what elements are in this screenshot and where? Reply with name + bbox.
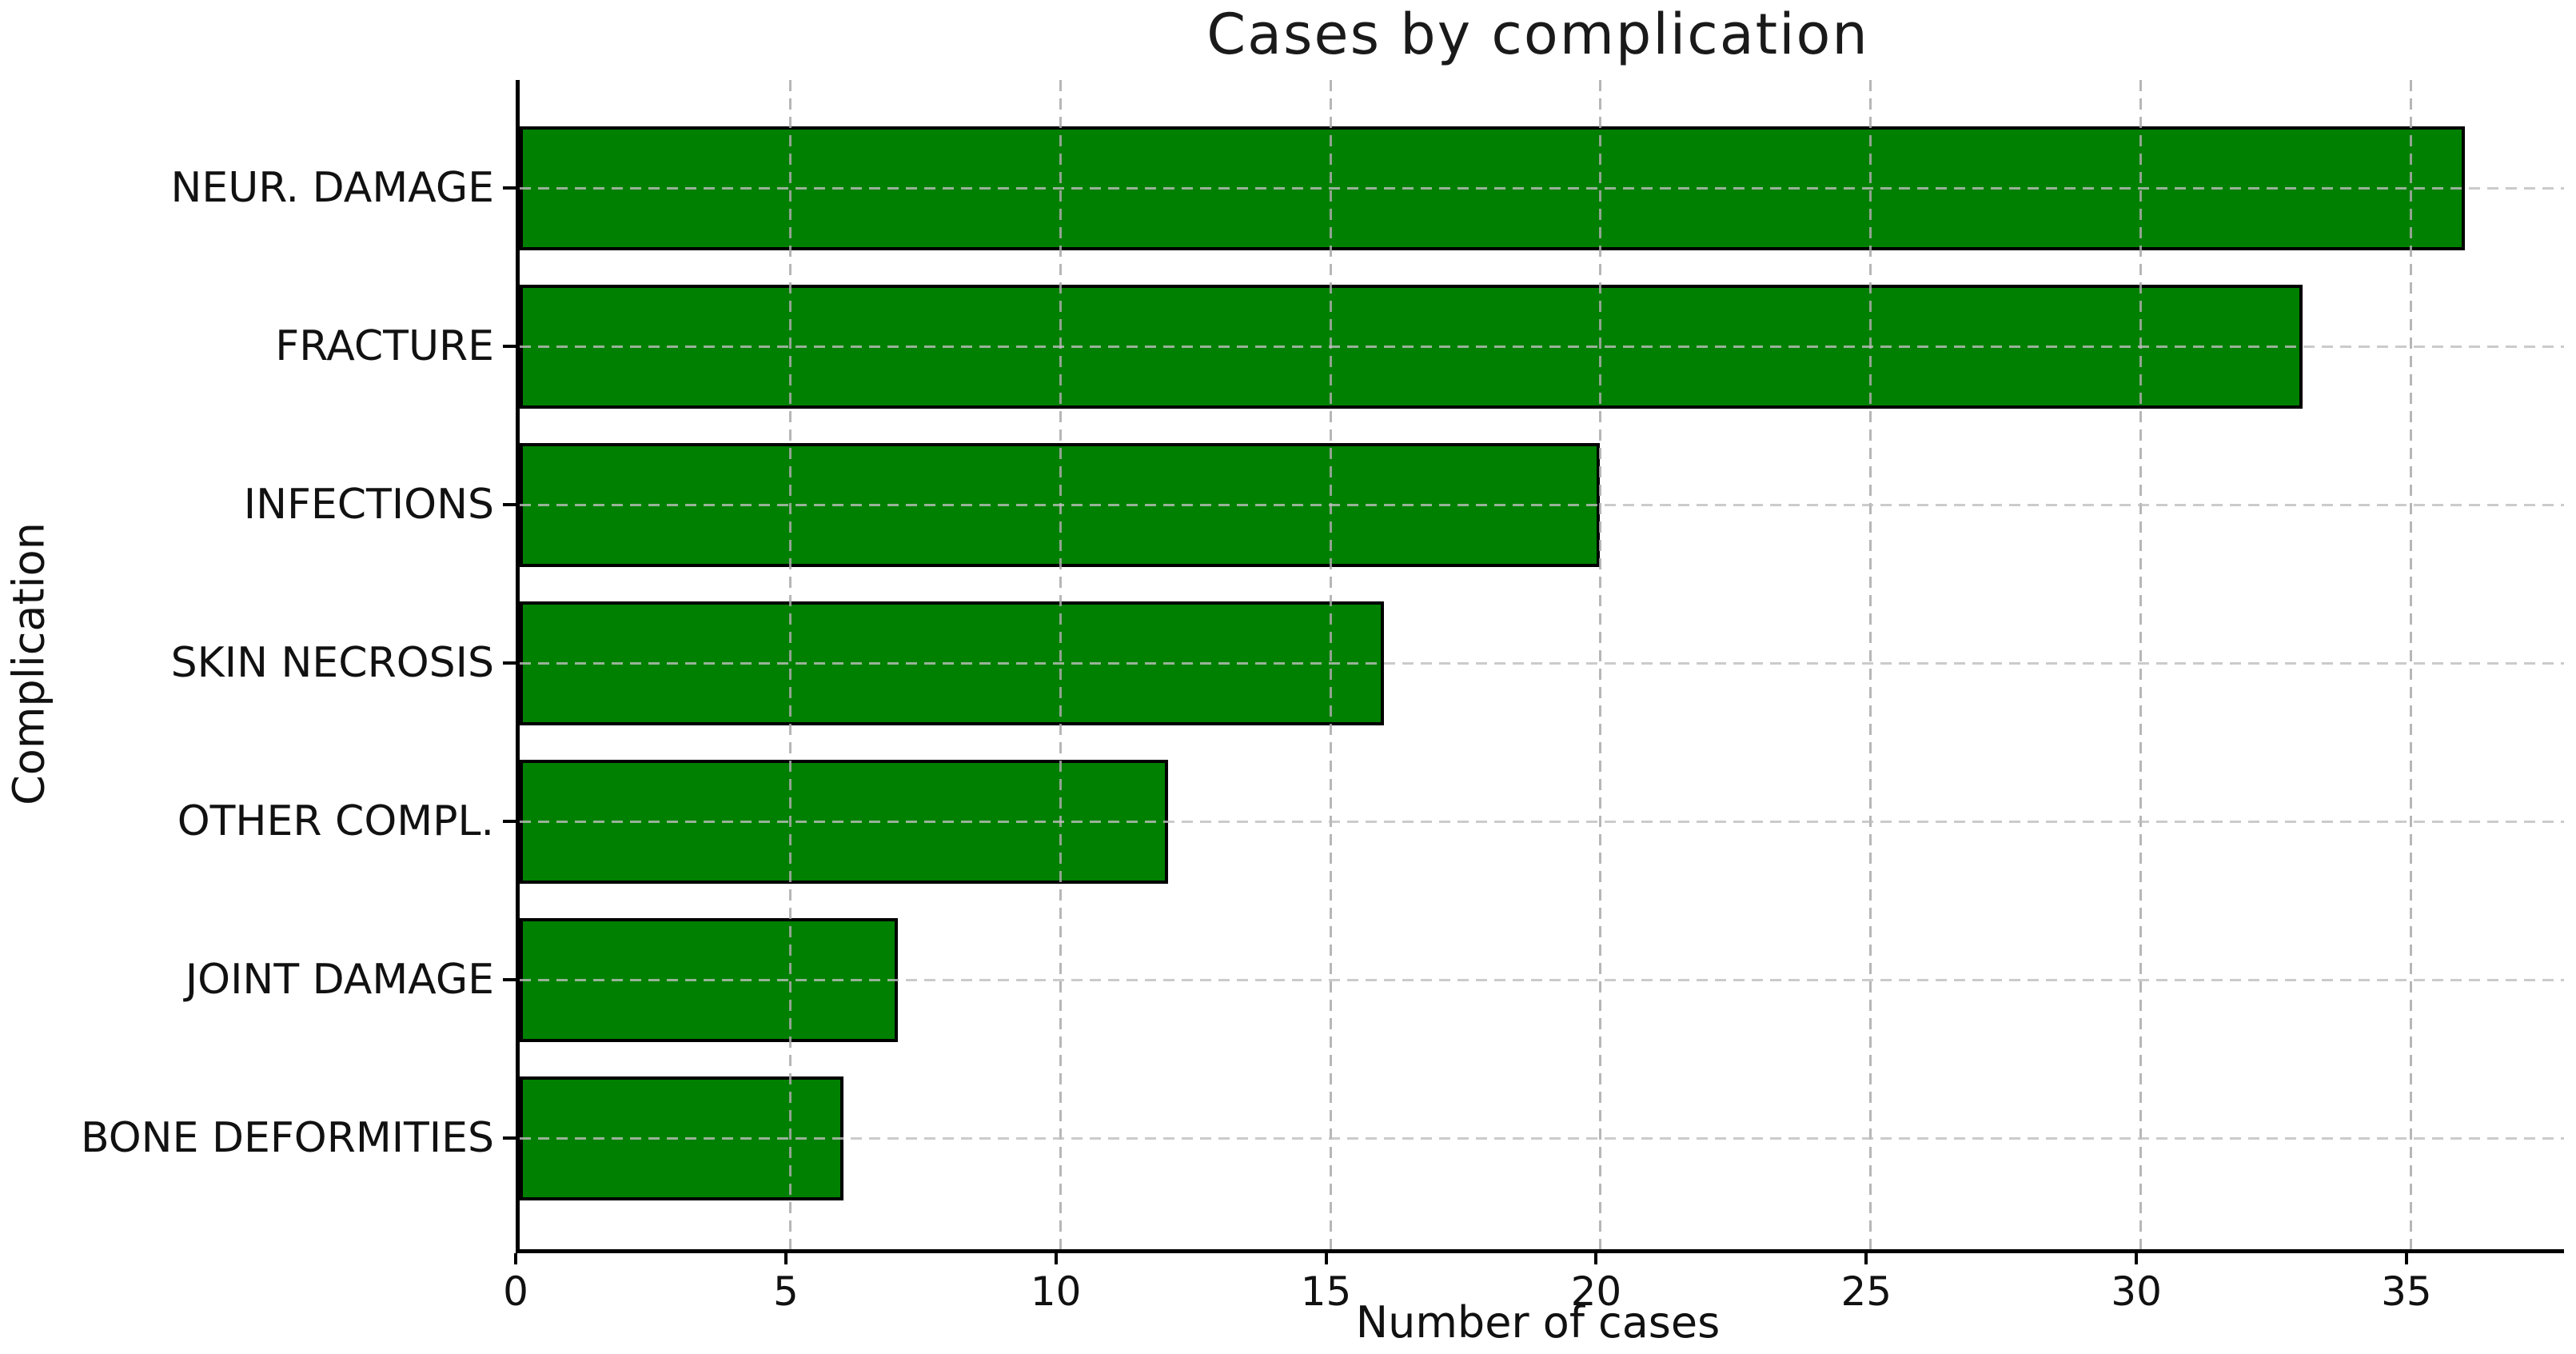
x-tick-label: 25	[1840, 1268, 1892, 1315]
y-tick-mark	[503, 1136, 516, 1140]
category-label: INFECTIONS	[243, 481, 494, 529]
vertical-gridline	[2409, 80, 2412, 1249]
category-label: JOINT DAMAGE	[185, 956, 494, 1004]
y-tick-mark	[503, 503, 516, 506]
x-tick-label: 30	[2111, 1268, 2162, 1315]
x-tick-label: 15	[1300, 1268, 1352, 1315]
chart-title: Cases by complication	[1206, 2, 1869, 67]
x-tick-mark	[1864, 1253, 1868, 1264]
x-tick-label: 0	[503, 1268, 528, 1315]
bar	[520, 759, 1168, 884]
vertical-gridline	[1599, 80, 1602, 1249]
category-label: OTHER COMPL.	[177, 797, 494, 845]
bar	[520, 442, 1601, 567]
y-tick-mark	[503, 186, 516, 190]
category-label: FRACTURE	[275, 322, 494, 370]
x-tick-mark	[1594, 1253, 1598, 1264]
bar	[520, 917, 898, 1042]
x-tick-mark	[2135, 1253, 2139, 1264]
bar	[520, 601, 1385, 725]
x-tick-mark	[1324, 1253, 1328, 1264]
x-tick-mark	[1054, 1253, 1058, 1264]
x-tick-mark	[514, 1253, 517, 1264]
x-tick-label: 20	[1570, 1268, 1622, 1315]
y-tick-mark	[503, 345, 516, 348]
bar	[520, 284, 2303, 409]
y-tick-mark	[503, 820, 516, 823]
x-tick-label: 10	[1030, 1268, 1082, 1315]
bar	[520, 126, 2465, 250]
vertical-gridline	[1869, 80, 1872, 1249]
x-tick-label: 35	[2381, 1268, 2432, 1315]
x-tick-mark	[2404, 1253, 2408, 1264]
plot-area	[516, 80, 2564, 1253]
x-axis-label: Number of cases	[1355, 1297, 1721, 1348]
bar	[520, 1076, 844, 1200]
category-label: SKIN NECROSIS	[170, 639, 494, 687]
y-axis-label: Complication	[3, 522, 54, 805]
category-label: NEUR. DAMAGE	[170, 164, 494, 212]
y-tick-mark	[503, 978, 516, 981]
x-tick-mark	[784, 1253, 788, 1264]
y-tick-mark	[503, 661, 516, 665]
category-label: BONE DEFORMITIES	[80, 1114, 494, 1162]
x-tick-label: 5	[772, 1268, 799, 1315]
vertical-gridline	[2139, 80, 2143, 1249]
